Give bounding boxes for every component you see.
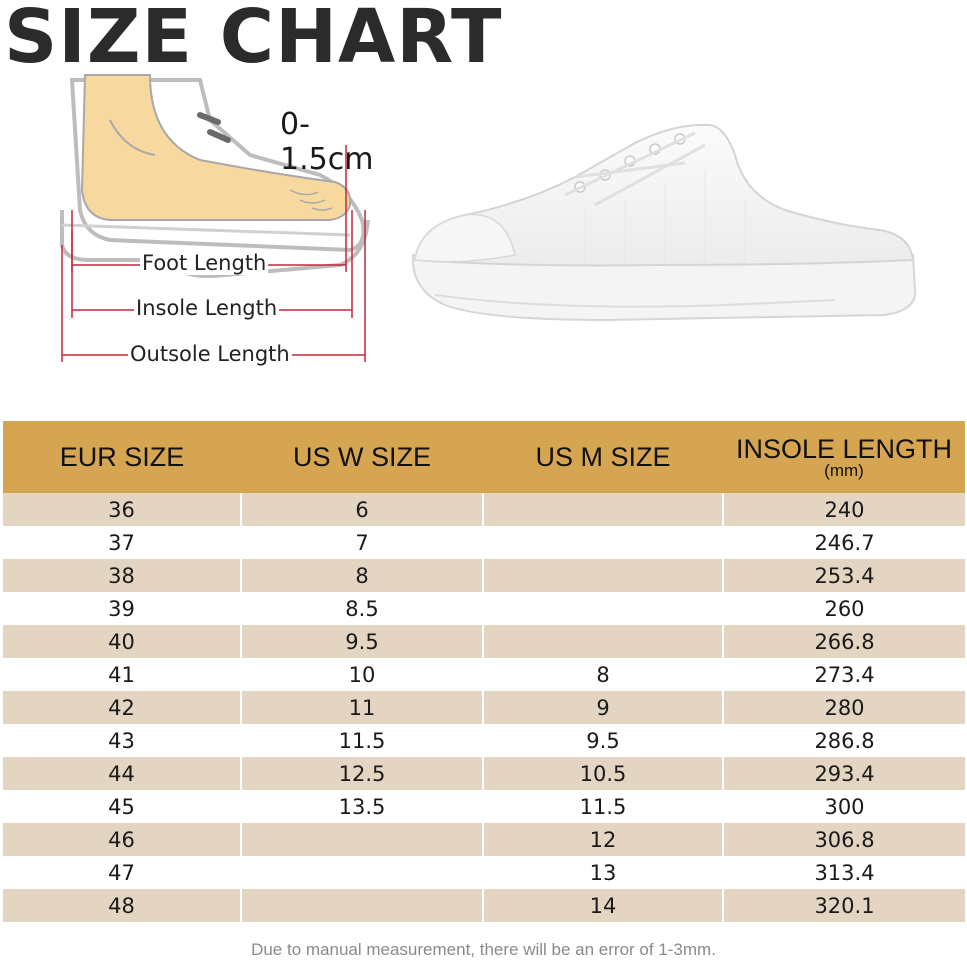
cell-us-w xyxy=(241,856,484,889)
table-body: 36 6 240 37 7 246.7 38 8 253.4 39 8.5 260 40 9.5 266.8… xyxy=(3,493,965,922)
cell-eur: 41 xyxy=(3,658,242,691)
table-row: 38 8 253.4 xyxy=(3,559,965,592)
cell-us-w: 8.5 xyxy=(241,592,484,625)
header-insole-length: INSOLE LENGTH (mm) xyxy=(723,421,965,493)
table-row: 45 13.5 11.5 300 xyxy=(3,790,965,823)
table-header-row: EUR SIZE US W SIZE US M SIZE INSOLE LENG… xyxy=(3,421,965,493)
cell-insole: 286.8 xyxy=(723,724,965,757)
cell-insole: 300 xyxy=(723,790,965,823)
cell-us-w: 8 xyxy=(241,559,484,592)
cell-us-w: 11.5 xyxy=(241,724,484,757)
cell-insole: 280 xyxy=(723,691,965,724)
header-eur-size: EUR SIZE xyxy=(3,421,241,493)
table-row: 48 14 320.1 xyxy=(3,889,965,922)
cell-eur: 47 xyxy=(3,856,242,889)
table-row: 42 11 9 280 xyxy=(3,691,965,724)
page-title: SIZE CHART xyxy=(4,0,503,80)
measurement-note: Due to manual measurement, there will be… xyxy=(251,940,716,959)
cell-insole: 293.4 xyxy=(723,757,965,790)
cell-us-m: 14 xyxy=(483,889,724,922)
table-row: 37 7 246.7 xyxy=(3,526,965,559)
cell-us-w xyxy=(241,889,484,922)
cell-eur: 43 xyxy=(3,724,242,757)
cell-insole: 313.4 xyxy=(723,856,965,889)
cell-us-m: 10.5 xyxy=(483,757,724,790)
foot-length-label: Foot Length xyxy=(140,251,269,275)
table-row: 41 10 8 273.4 xyxy=(3,658,965,691)
cell-us-w: 11 xyxy=(241,691,484,724)
cell-us-m: 12 xyxy=(483,823,724,856)
cell-eur: 48 xyxy=(3,889,242,922)
cell-us-m xyxy=(483,625,724,658)
cell-us-m xyxy=(483,559,724,592)
cell-eur: 45 xyxy=(3,790,242,823)
cell-insole: 246.7 xyxy=(723,526,965,559)
cell-us-m: 8 xyxy=(483,658,724,691)
table-row: 36 6 240 xyxy=(3,493,965,526)
cell-us-m: 9 xyxy=(483,691,724,724)
table-row: 43 11.5 9.5 286.8 xyxy=(3,724,965,757)
cell-us-w: 6 xyxy=(241,493,484,526)
cell-us-m xyxy=(483,526,724,559)
size-table: EUR SIZE US W SIZE US M SIZE INSOLE LENG… xyxy=(3,421,965,922)
cell-insole: 253.4 xyxy=(723,559,965,592)
table-row: 46 12 306.8 xyxy=(3,823,965,856)
table-row: 40 9.5 266.8 xyxy=(3,625,965,658)
cell-eur: 40 xyxy=(3,625,242,658)
cell-us-m xyxy=(483,592,724,625)
cell-insole: 266.8 xyxy=(723,625,965,658)
cell-eur: 36 xyxy=(3,493,242,526)
cell-eur: 38 xyxy=(3,559,242,592)
cell-us-w: 12.5 xyxy=(241,757,484,790)
table-row: 44 12.5 10.5 293.4 xyxy=(3,757,965,790)
cell-us-m xyxy=(483,493,724,526)
cell-insole: 273.4 xyxy=(723,658,965,691)
cell-eur: 44 xyxy=(3,757,242,790)
table-row: 39 8.5 260 xyxy=(3,592,965,625)
outsole-length-label: Outsole Length xyxy=(128,342,292,366)
cell-insole: 260 xyxy=(723,592,965,625)
tolerance-label: 0-1.5cm xyxy=(280,107,374,177)
sneaker-image xyxy=(405,115,920,330)
header-us-w-size: US W SIZE xyxy=(241,421,483,493)
cell-us-w xyxy=(241,823,484,856)
cell-eur: 37 xyxy=(3,526,242,559)
cell-eur: 39 xyxy=(3,592,242,625)
cell-insole: 320.1 xyxy=(723,889,965,922)
cell-us-w: 13.5 xyxy=(241,790,484,823)
cell-insole: 240 xyxy=(723,493,965,526)
cell-us-w: 7 xyxy=(241,526,484,559)
cell-us-w: 10 xyxy=(241,658,484,691)
header-us-m-size: US M SIZE xyxy=(483,421,723,493)
cell-us-m: 9.5 xyxy=(483,724,724,757)
cell-eur: 46 xyxy=(3,823,242,856)
table-row: 47 13 313.4 xyxy=(3,856,965,889)
cell-insole: 306.8 xyxy=(723,823,965,856)
foot-measurement-diagram: 0-1.5cm Foot Length Insole Length Outsol… xyxy=(50,60,390,380)
cell-us-m: 13 xyxy=(483,856,724,889)
cell-us-m: 11.5 xyxy=(483,790,724,823)
cell-us-w: 9.5 xyxy=(241,625,484,658)
cell-eur: 42 xyxy=(3,691,242,724)
insole-length-label: Insole Length xyxy=(134,296,280,320)
